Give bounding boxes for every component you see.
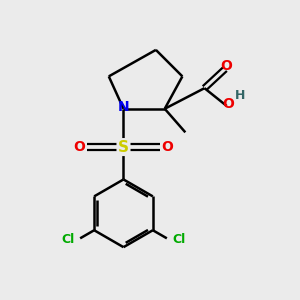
Text: N: N (118, 100, 129, 114)
Text: O: O (162, 140, 174, 154)
Text: S: S (118, 140, 129, 154)
Text: O: O (220, 59, 232, 73)
Text: O: O (74, 140, 85, 154)
Text: H: H (235, 89, 245, 102)
Text: Cl: Cl (61, 233, 74, 246)
Text: Cl: Cl (173, 233, 186, 246)
Text: O: O (222, 98, 234, 111)
